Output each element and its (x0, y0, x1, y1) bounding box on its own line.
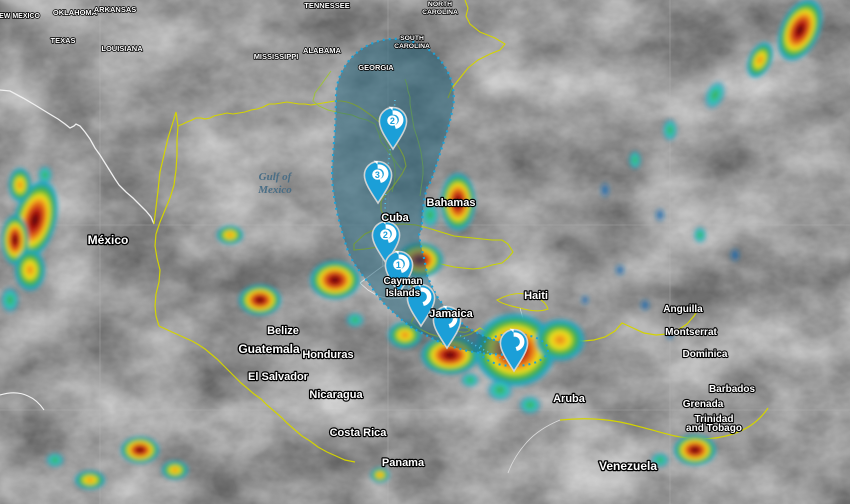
svg-text:El Salvador: El Salvador (248, 371, 309, 383)
svg-text:CAROLINA: CAROLINA (422, 9, 458, 16)
svg-text:Mexico: Mexico (257, 184, 292, 196)
svg-text:Gulf of: Gulf of (259, 171, 293, 183)
svg-text:TENNESSEE: TENNESSEE (304, 1, 349, 10)
svg-text:Cuba: Cuba (381, 212, 409, 224)
svg-text:Islands: Islands (386, 288, 421, 299)
svg-text:TEXAS: TEXAS (50, 36, 75, 45)
svg-text:Aruba: Aruba (553, 393, 586, 405)
svg-text:Guatemala: Guatemala (238, 342, 300, 356)
svg-text:MISSISSIPPI: MISSISSIPPI (254, 52, 299, 61)
svg-text:Venezuela: Venezuela (599, 459, 657, 473)
svg-text:NORTH: NORTH (428, 1, 452, 8)
svg-text:Haiti: Haiti (524, 290, 548, 302)
svg-text:Jamaica: Jamaica (429, 308, 473, 320)
svg-text:Anguilla: Anguilla (663, 304, 703, 315)
svg-text:Costa Rica: Costa Rica (330, 427, 388, 439)
svg-text:ALABAMA: ALABAMA (303, 46, 341, 55)
svg-text:OKLAHOMA: OKLAHOMA (53, 8, 98, 17)
svg-text:México: México (88, 233, 129, 247)
svg-text:Cayman: Cayman (384, 276, 423, 287)
svg-text:Montserrat: Montserrat (665, 327, 717, 338)
svg-text:Dominica: Dominica (682, 349, 727, 360)
svg-text:LOUISIANA: LOUISIANA (101, 44, 143, 53)
svg-text:and Tobago: and Tobago (686, 423, 742, 434)
svg-text:Barbados: Barbados (709, 384, 756, 395)
svg-text:SOUTH: SOUTH (400, 35, 424, 42)
svg-text:Panama: Panama (382, 457, 425, 469)
svg-text:ARKANSAS: ARKANSAS (94, 5, 137, 14)
svg-text:Grenada: Grenada (683, 399, 724, 410)
svg-text:Belize: Belize (267, 325, 299, 337)
svg-text:GEORGIA: GEORGIA (358, 63, 394, 72)
svg-text:Bahamas: Bahamas (427, 197, 476, 209)
svg-text:NEW MEXICO: NEW MEXICO (0, 13, 40, 20)
svg-text:Honduras: Honduras (302, 349, 353, 361)
svg-text:Nicaragua: Nicaragua (309, 389, 363, 401)
svg-text:CAROLINA: CAROLINA (394, 43, 430, 50)
